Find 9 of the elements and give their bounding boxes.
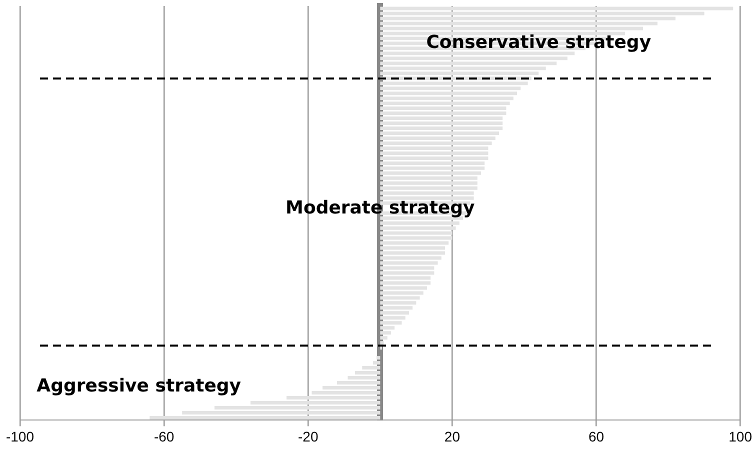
x-tick-label: 20 bbox=[444, 428, 460, 444]
annotation: Moderate strategy bbox=[286, 198, 476, 219]
annotation: Aggressive strategy bbox=[36, 376, 242, 397]
annotation: Conservative strategy bbox=[426, 32, 652, 53]
x-tick-label: -60 bbox=[154, 428, 174, 444]
x-tick-label: 60 bbox=[588, 428, 604, 444]
x-tick-label: -20 bbox=[298, 428, 318, 444]
x-tick-label: 100 bbox=[728, 428, 752, 444]
x-tick-label: -100 bbox=[6, 428, 34, 444]
